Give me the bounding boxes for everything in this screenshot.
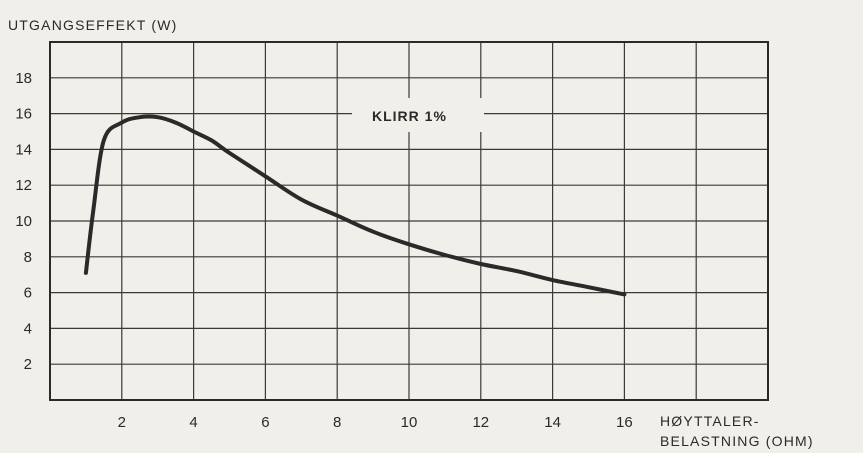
y-tick-label: 12 — [15, 177, 32, 194]
x-tick-label: 16 — [616, 414, 633, 431]
plot-frame — [49, 41, 769, 401]
x-axis-title-line2: BELASTNING (OHM) — [660, 433, 814, 449]
x-tick-label: 14 — [544, 414, 561, 431]
x-tick-label: 12 — [472, 414, 489, 431]
y-tick-labels: 2 4 6 8 10 12 14 16 18 — [15, 70, 32, 373]
x-tick-label: 8 — [333, 414, 341, 431]
y-tick-label: 6 — [24, 285, 32, 302]
grid — [50, 42, 768, 400]
y-tick-label: 2 — [24, 356, 32, 373]
x-axis-title-line1: HØYTTALER- — [660, 413, 760, 429]
x-tick-label: 6 — [261, 414, 269, 431]
y-axis-title: UTGANGSEFFEKT (W) — [8, 17, 177, 33]
x-tick-label: 4 — [189, 414, 197, 431]
y-tick-label: 10 — [15, 213, 32, 230]
x-tick-label: 10 — [401, 414, 418, 431]
x-tick-labels: 2 4 6 8 10 12 14 16 — [118, 414, 633, 431]
y-tick-label: 4 — [24, 320, 32, 337]
annotation-klirr: KLIRR 1% — [372, 108, 447, 124]
y-tick-label: 8 — [24, 249, 32, 266]
series-line — [83, 114, 627, 297]
x-tick-label: 2 — [118, 414, 126, 431]
y-tick-label: 16 — [15, 106, 32, 123]
y-tick-label: 14 — [15, 141, 32, 158]
annotation-backdrop — [352, 98, 484, 132]
y-tick-label: 18 — [15, 70, 32, 87]
